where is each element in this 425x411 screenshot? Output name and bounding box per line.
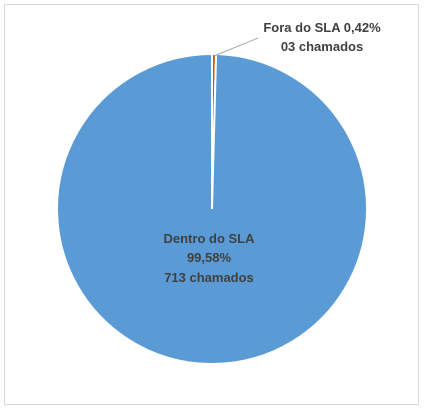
label-fora-line1: Fora do SLA 0,42% (263, 20, 381, 35)
pie-slices (56, 52, 368, 365)
label-fora-count: 03 chamados (281, 39, 363, 54)
label-fora-percent: 0,42% (344, 20, 381, 35)
label-dentro-percent: 99,58% (187, 250, 232, 265)
label-dentro-count: 713 chamados (164, 270, 254, 285)
label-fora-name: Fora do SLA (263, 20, 341, 35)
label-dentro-name: Dentro do SLA (164, 231, 256, 246)
slice-dentro-do-sla (56, 52, 368, 365)
leader-line-fora (213, 37, 259, 57)
